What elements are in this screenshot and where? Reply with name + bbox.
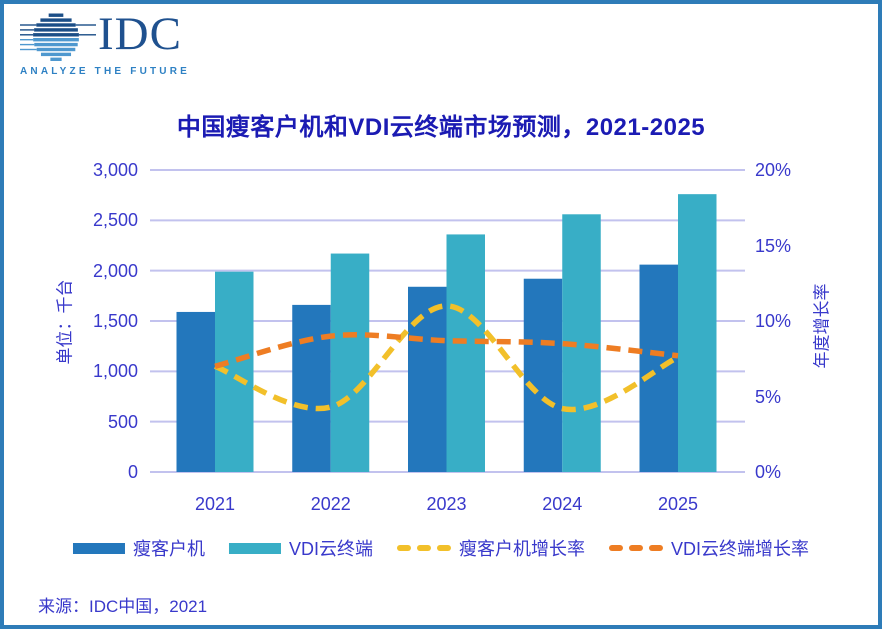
growth-line-thin-client-growth [213, 303, 680, 413]
globe-stripe [40, 18, 72, 22]
legend-item-vdi-terminal-growth: VDI云终端增长率 [609, 535, 809, 561]
left-axis-tick: 2,500 [92, 210, 138, 231]
bar-vdi-terminal-2025 [678, 194, 717, 472]
idc-logo-text: IDC [98, 8, 182, 60]
globe-stripe-line [78, 34, 96, 36]
left-axis-tick: 1,000 [92, 361, 138, 382]
globe-stripe-line [20, 34, 34, 36]
x-axis-label: 2022 [310, 494, 351, 514]
legend-item-vdi-terminal: VDI云终端 [228, 535, 373, 561]
left-axis-tick: 3,000 [92, 160, 138, 180]
source-note: 来源：IDC中国，2021 [38, 597, 208, 616]
legend-bar-swatch [72, 542, 125, 554]
left-axis-tick: 1,500 [92, 311, 138, 331]
idc-logo-tagline: ANALYZE THE FUTURE [20, 66, 191, 77]
globe-stripe-line [20, 43, 35, 46]
legend-dash-swatch [397, 545, 451, 551]
legend-bar-swatch [228, 542, 281, 554]
legend-label: 瘦客户机增长率 [459, 539, 585, 559]
idc-logo-row: IDC [20, 8, 220, 62]
globe-stripe [33, 38, 79, 42]
legend-item-thin-client-growth: 瘦客户机增长率 [397, 535, 585, 561]
bar-vdi-terminal-2022 [330, 253, 370, 472]
legend-label: 瘦客户机 [132, 539, 205, 559]
right-axis-tick: 0% [755, 462, 782, 482]
left-axis-tick: 0 [127, 462, 138, 482]
right-axis-tick: 20% [755, 160, 792, 180]
globe-stripe [34, 42, 78, 47]
idc-logo: IDC ANALYZE THE FUTURE [20, 8, 220, 77]
legend-label: VDI云终端增长率 [671, 539, 810, 559]
globe-stripe-line [20, 29, 35, 31]
x-axis-label: 2025 [657, 494, 699, 514]
chart-title: 中国瘦客户机和VDI云终端市场预测，2021-2025 [176, 114, 706, 141]
left-axis-title: 单位：千台 [55, 279, 75, 365]
globe-stripe [50, 57, 62, 61]
globe-stripe-line [20, 48, 37, 51]
right-axis-tick: 10% [755, 311, 792, 331]
legend-label: VDI云终端 [288, 539, 373, 559]
right-axis-tick: 15% [755, 235, 792, 256]
globe-stripe [48, 13, 64, 17]
x-axis-label: 2023 [426, 494, 467, 514]
bar-thin-client-2022 [292, 304, 331, 472]
right-axis-tick: 5% [755, 386, 782, 407]
globe-stripe-line [75, 24, 96, 26]
bar-thin-client-2024 [523, 278, 563, 472]
globe-stripe [33, 33, 79, 37]
chart-legend: 瘦客户机 VDI云终端 瘦客户机增长率 VDI云终端增长率 [72, 535, 809, 561]
x-axis-label: 2021 [194, 494, 236, 514]
legend-item-thin-client: 瘦客户机 [72, 535, 205, 561]
bar-vdi-terminal-2023 [446, 234, 485, 472]
left-axis-tick: 2,000 [92, 260, 138, 281]
globe-stripe [36, 47, 76, 52]
legend-dash-swatch [609, 545, 663, 551]
globe-stripe [34, 28, 78, 32]
idc-globe-icon [20, 13, 96, 61]
right-axis-title: 年度增长率 [812, 283, 832, 369]
bar-thin-client-2023 [408, 286, 447, 472]
bar-thin-client-2025 [639, 264, 678, 472]
x-axis-label: 2024 [542, 494, 583, 514]
globe-stripe-line [20, 39, 34, 41]
globe-stripe [40, 52, 72, 57]
left-axis-tick: 500 [107, 411, 138, 432]
globe-stripe-line [20, 24, 37, 26]
globe-stripe [36, 23, 76, 27]
bar-thin-client-2021 [176, 311, 215, 472]
